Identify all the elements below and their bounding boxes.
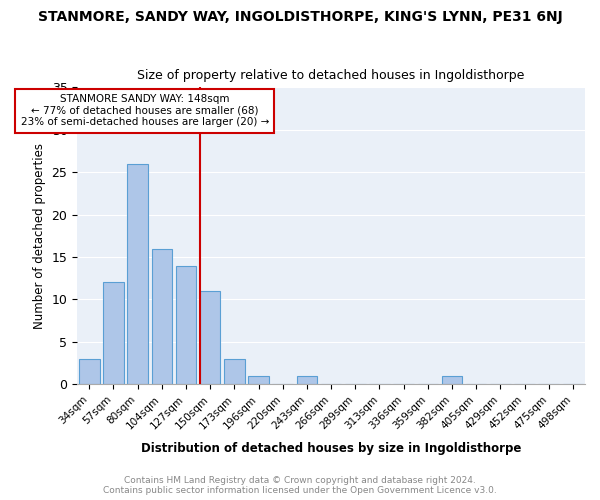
Text: Contains HM Land Registry data © Crown copyright and database right 2024.
Contai: Contains HM Land Registry data © Crown c…	[103, 476, 497, 495]
Bar	[200, 291, 220, 384]
Bar	[296, 376, 317, 384]
Bar	[176, 266, 196, 384]
Bar	[224, 359, 245, 384]
Bar	[248, 376, 269, 384]
Bar	[152, 248, 172, 384]
Title: Size of property relative to detached houses in Ingoldisthorpe: Size of property relative to detached ho…	[137, 69, 525, 82]
Bar	[442, 376, 462, 384]
Y-axis label: Number of detached properties: Number of detached properties	[33, 143, 46, 329]
Text: STANMORE, SANDY WAY, INGOLDISTHORPE, KING'S LYNN, PE31 6NJ: STANMORE, SANDY WAY, INGOLDISTHORPE, KIN…	[38, 10, 562, 24]
Bar	[79, 359, 100, 384]
X-axis label: Distribution of detached houses by size in Ingoldisthorpe: Distribution of detached houses by size …	[141, 442, 521, 455]
Bar	[103, 282, 124, 384]
Text: STANMORE SANDY WAY: 148sqm
← 77% of detached houses are smaller (68)
23% of semi: STANMORE SANDY WAY: 148sqm ← 77% of deta…	[21, 94, 269, 128]
Bar	[127, 164, 148, 384]
